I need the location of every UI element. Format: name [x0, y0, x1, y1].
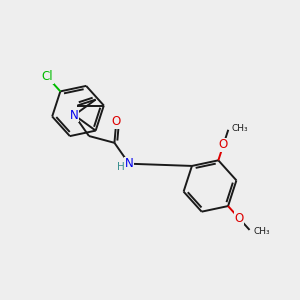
Text: N: N	[125, 157, 134, 170]
Text: O: O	[235, 212, 244, 225]
Text: H: H	[117, 162, 124, 172]
Text: CH₃: CH₃	[232, 124, 248, 133]
Text: CH₃: CH₃	[253, 227, 270, 236]
Text: O: O	[219, 138, 228, 151]
Text: O: O	[112, 116, 121, 128]
Text: N: N	[70, 109, 79, 122]
Text: Cl: Cl	[41, 70, 53, 83]
